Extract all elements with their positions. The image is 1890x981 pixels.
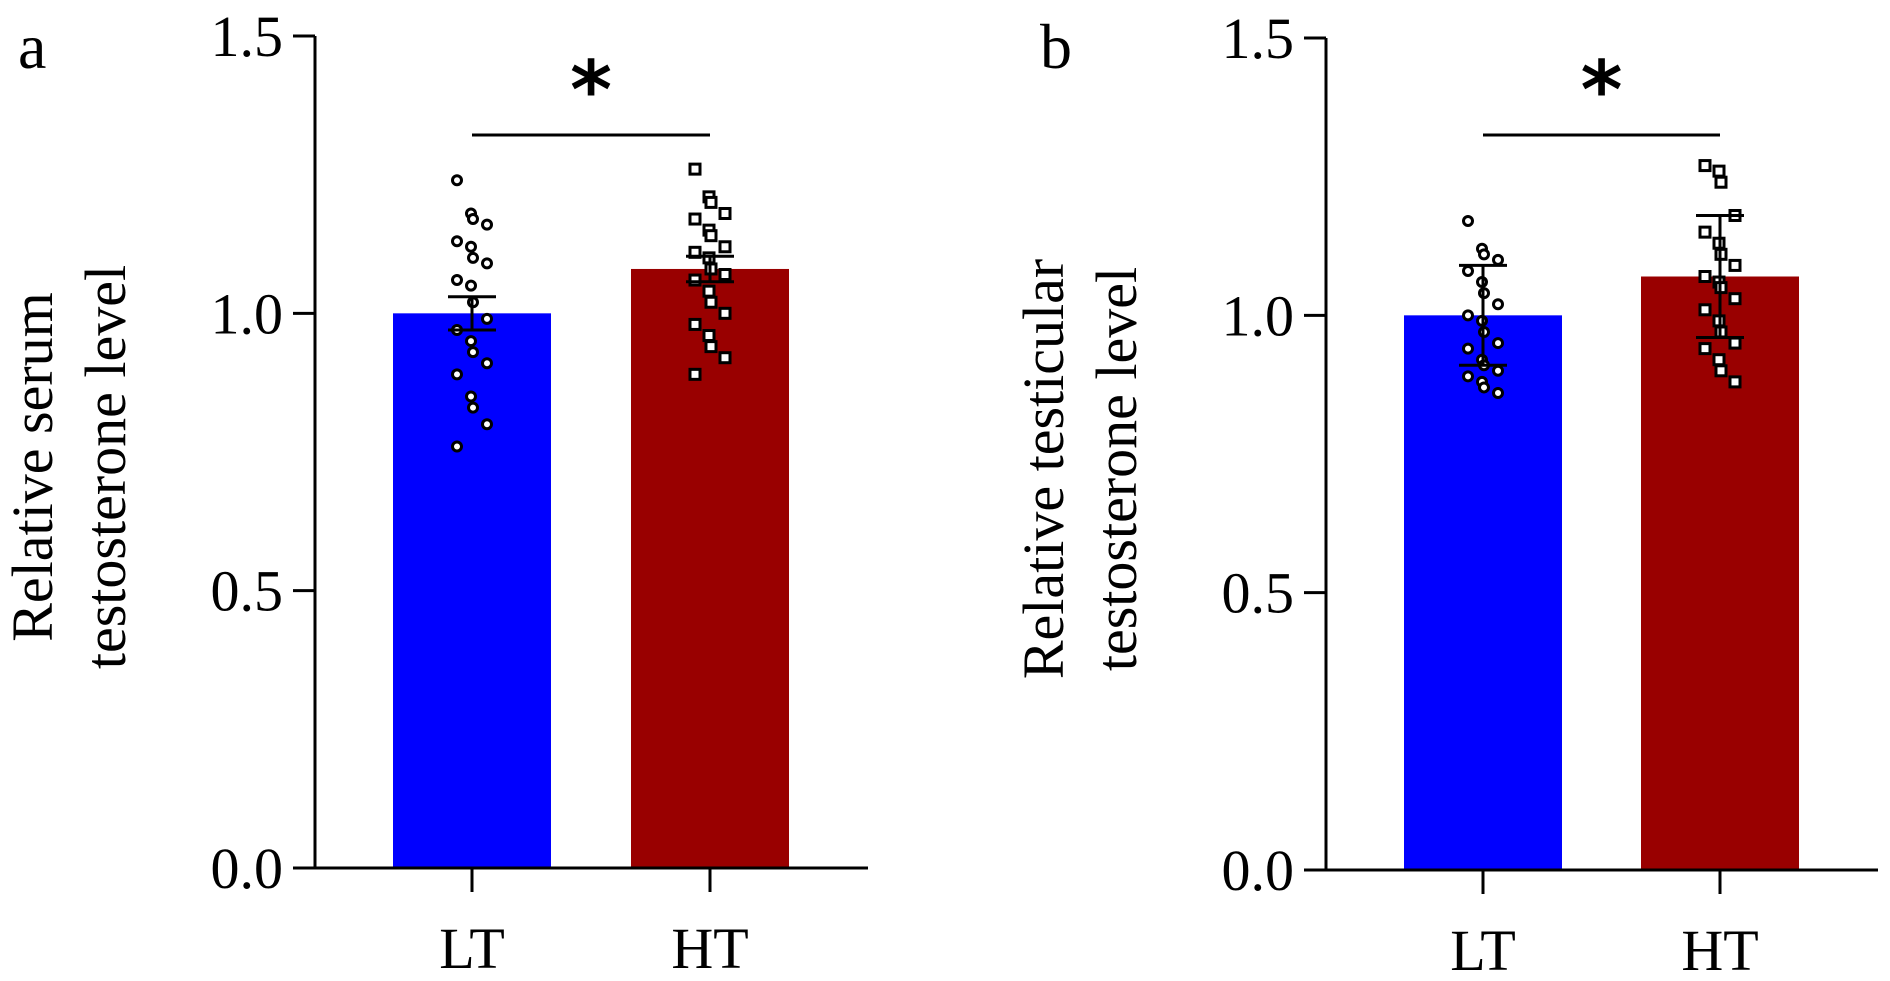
panel-a-point-ht: [688, 273, 702, 287]
panel-a-point-lt: [481, 418, 493, 431]
panel-a-point-ht: [688, 162, 702, 176]
panel-b-error-bar-lt: [1459, 263, 1507, 367]
panel-a-point-lt: [481, 357, 493, 370]
panel-b-point-ht: [1712, 353, 1726, 367]
panel-a-y-tick-label: 1.0: [211, 281, 284, 346]
panel-b-y-axis-title: testosterone level: [1084, 267, 1149, 671]
panel-a-point-lt: [451, 368, 463, 381]
panel-b-y-axis-title: Relative testicular: [1011, 259, 1076, 679]
panel-a: a 0.0 0.5 1.0 1.5 LT HT * Relative serum testoste…: [0, 4, 868, 981]
panel-a-point-lt: [481, 218, 493, 231]
panel-b-point-ht: [1698, 270, 1712, 284]
panel-a-y-axis-title: Relative serum: [0, 292, 65, 642]
panel-b-point-lt: [1462, 264, 1474, 277]
panel-b-y-tick-label: 0.0: [1222, 838, 1295, 903]
panel-b-point-ht: [1698, 342, 1712, 356]
panel-b-y-tick-label: 1.5: [1222, 6, 1295, 71]
panel-a-point-lt: [465, 335, 477, 348]
panel-a-point-ht: [704, 195, 718, 209]
panel-a-point-ht: [704, 340, 718, 354]
panel-a-y-axis-title: testosterone level: [73, 265, 138, 669]
panel-a-point-lt: [451, 174, 463, 187]
panel-b-point-ht: [1714, 364, 1728, 378]
panel-a-point-lt: [451, 274, 463, 287]
panel-b-point-ht: [1698, 303, 1712, 317]
panel-b-point-ht: [1728, 258, 1742, 272]
panel-a-point-ht: [718, 240, 732, 254]
panel-b-point-lt: [1462, 342, 1474, 355]
panel-b-point-ht: [1712, 164, 1726, 178]
panel-a-point-lt: [465, 240, 477, 253]
panel-a-y-tick-label: 0.0: [211, 836, 284, 901]
panel-b: b 0.0 0.5 1.0 1.5 LT HT * Relative testicular tes…: [1011, 6, 1878, 981]
panel-a-y-tick-label: 0.5: [211, 559, 284, 624]
panel-b-bar-lt: [1404, 315, 1562, 870]
panel-a-point-ht: [718, 351, 732, 365]
panel-b-x-tick-label: HT: [1681, 918, 1758, 981]
panel-a-label: a: [18, 11, 46, 82]
panel-a-x-tick-label: LT: [439, 916, 505, 981]
panel-b-y-tick-label: 0.5: [1222, 561, 1295, 626]
panel-b-point-lt: [1462, 370, 1474, 383]
panel-b-point-ht: [1698, 159, 1712, 173]
panel-b-point-lt: [1492, 364, 1504, 377]
panel-b-label: b: [1040, 11, 1072, 82]
panel-a-point-lt: [481, 257, 493, 270]
panel-b-error-bar-ht: [1696, 213, 1744, 340]
panel-a-point-lt: [481, 312, 493, 325]
panel-a-point-lt: [465, 390, 477, 403]
panel-a-point-ht: [718, 206, 732, 220]
panel-b-point-lt: [1462, 215, 1474, 228]
panel-b-point-lt: [1492, 253, 1504, 266]
panel-a-error-bar-lt: [448, 295, 496, 332]
panel-b-point-lt: [1492, 298, 1504, 311]
panel-b-significance-star: *: [1581, 44, 1623, 137]
panel-a-error-bar-ht: [686, 254, 734, 284]
panel-b-point-lt: [1478, 248, 1490, 261]
panel-a-x-tick-label: HT: [671, 916, 748, 981]
panel-a-point-ht: [702, 284, 716, 298]
panel-a-point-lt: [451, 235, 463, 248]
panel-a-point-ht: [718, 306, 732, 320]
panel-a-point-ht: [688, 367, 702, 381]
panel-a-point-lt: [467, 346, 479, 359]
panel-a-significance-star: *: [570, 44, 612, 137]
panel-a-point-lt: [467, 213, 479, 226]
panel-a-point-ht: [704, 295, 718, 309]
panel-b-point-lt: [1462, 309, 1474, 322]
panel-a-point-lt: [451, 440, 463, 453]
panel-b-point-ht: [1728, 292, 1742, 306]
panel-b-point-ht: [1698, 225, 1712, 239]
panel-a-y-tick-label: 1.5: [211, 4, 284, 69]
panel-a-bar-ht: [631, 268, 789, 869]
panel-a-point-ht: [688, 212, 702, 226]
panel-b-point-ht: [1728, 375, 1742, 389]
panel-a-point-lt: [467, 251, 479, 264]
panel-b-point-lt: [1492, 386, 1504, 399]
panel-b-x-tick-label: LT: [1450, 918, 1516, 981]
panel-b-point-ht: [1728, 336, 1742, 350]
panel-a-point-ht: [718, 268, 732, 282]
panel-b-point-ht: [1714, 175, 1728, 189]
panel-b-y-tick-label: 1.0: [1222, 283, 1295, 348]
panel-a-point-ht: [704, 229, 718, 243]
panel-a-point-lt: [465, 279, 477, 292]
panel-a-point-ht: [702, 329, 716, 343]
panel-a-point-ht: [688, 317, 702, 331]
panel-a-point-lt: [467, 401, 479, 414]
panel-b-point-lt: [1478, 381, 1490, 394]
panel-b-point-lt: [1492, 337, 1504, 350]
